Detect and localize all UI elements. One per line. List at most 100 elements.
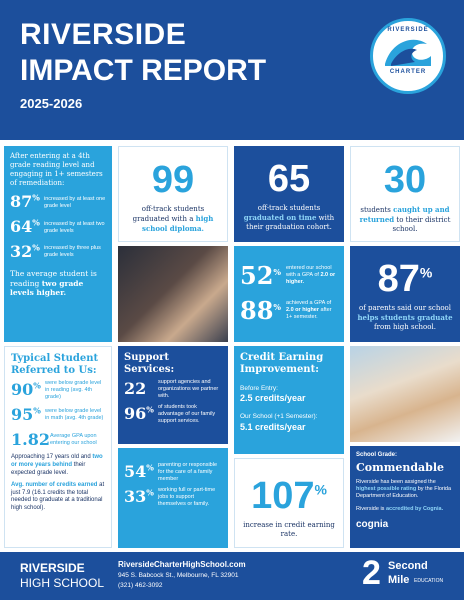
text-run: graduated on time	[243, 213, 317, 223]
caption: increase in credit earning rate.	[243, 521, 335, 539]
stat-row: 22 support agencies and organizations we …	[124, 379, 222, 400]
stat-value: 33	[124, 486, 147, 506]
stat-number: 22	[124, 379, 158, 400]
school-name: RIVERSIDE	[20, 561, 85, 575]
phone: (321) 462-3092	[118, 582, 163, 589]
stat-label: achieved a GPA of 2.0 or higher after 1+…	[286, 300, 338, 321]
photo	[118, 246, 228, 342]
school-name: HIGH SCHOOL	[20, 576, 105, 590]
text-run: by the Florida Department of Education.	[356, 486, 452, 500]
stat-label: working full or part-time jobs to suppor…	[158, 486, 216, 507]
logo: RIVERSIDE CHARTER	[370, 18, 446, 94]
stat-number: 64%	[10, 217, 44, 238]
stat-row: 32% increased by three plus grade levels	[10, 242, 106, 263]
stat-label: increased by at least one grade level	[44, 195, 106, 209]
stat-list: 52% entered our school with a GPA of 2.0 …	[240, 260, 338, 326]
stat-row: 1.82 Average GPA upon entering our school	[11, 430, 105, 451]
logo-mark: 2	[362, 554, 381, 592]
stat-label: support agencies and organizations we pa…	[158, 379, 219, 399]
text-run: to their district school.	[392, 216, 451, 234]
years: 2025-2026	[20, 96, 83, 111]
text-run: caught up and returned	[359, 205, 450, 225]
stat-row: 95% were below grade level in math (avg. …	[11, 405, 105, 426]
logo-text: RIVERSIDE	[387, 27, 429, 33]
text-run: their expected grade level.	[11, 462, 86, 476]
big-number: 30	[383, 159, 427, 201]
panel-title: Credit Earning Improvement:	[240, 352, 324, 375]
text-run: The average student is reading	[10, 268, 97, 288]
panel-title: Typical Student Referred to Us:	[11, 353, 99, 376]
stat-unit: %	[32, 193, 40, 204]
text-run: after 1+ semester.	[286, 307, 332, 321]
grade-panel: School Grade: Commendable Riverside has …	[350, 446, 460, 548]
reading-panel: After entering at a 4th grade reading le…	[4, 146, 112, 342]
stat-number: 88%	[240, 295, 286, 326]
stat-number: 90%	[11, 380, 45, 401]
stat-label: parenting or responsible for the care of…	[158, 462, 218, 482]
stat-number: 95%	[11, 405, 45, 426]
text-run: 2.0 or higher	[286, 307, 320, 314]
text-run: two or more years behind	[11, 454, 103, 469]
stat-label: were below grade level in math (avg. 4th…	[45, 408, 104, 422]
summary: The average student is reading two grade…	[10, 269, 106, 298]
stat-unit: %	[273, 302, 282, 313]
stat-row: 52% entered our school with a GPA of 2.0 …	[240, 260, 338, 291]
text-run: Riverside is	[356, 505, 386, 512]
stat-value: 54	[124, 462, 147, 481]
unit: %	[314, 481, 327, 498]
text: Riverside is accredited by Cognia.	[356, 506, 454, 513]
increase-card: 107% increase in credit earning rate.	[234, 458, 344, 548]
big-number: 65	[267, 158, 311, 200]
logo-text: EDUCATION	[414, 578, 444, 584]
text-run: 2.0 or higher.	[286, 272, 336, 286]
stat-value: 90	[11, 380, 34, 399]
graduates-card: 99 off-track students graduated with a h…	[118, 146, 228, 242]
text-run: from high school.	[374, 323, 436, 332]
address: 945 S. Babcock St., Melbourne, FL 32901	[118, 572, 239, 579]
value: 5.1 credits/year	[240, 421, 306, 432]
text-run: off-track students	[257, 204, 321, 212]
caption: students caught up and returned to their…	[357, 205, 453, 234]
text-run: Avg. number of credits earned	[11, 481, 98, 488]
text-run: Approaching 17 years old and	[11, 454, 93, 461]
stat-value: 64	[10, 217, 33, 237]
stat-value: 52	[240, 261, 274, 290]
stat-unit: %	[32, 242, 40, 253]
stat-row: 88% achieved a GPA of 2.0 or higher after…	[240, 295, 338, 326]
text: Riverside has been assigned the highest …	[356, 479, 454, 500]
stat-unit: %	[146, 487, 154, 498]
text-run: two grade levels higher.	[10, 278, 84, 298]
title-line: RIVERSIDE	[20, 18, 187, 51]
stat-unit: %	[146, 404, 154, 415]
label: Our School (+1 Semester):	[240, 413, 318, 421]
stat-row: 90% were below grade level in reading (av…	[11, 380, 105, 401]
text-run: Riverside has been assigned the	[356, 479, 436, 486]
gpa-card: 52% entered our school with a GPA of 2.0 …	[234, 246, 344, 342]
stat-number: 87%	[10, 192, 44, 213]
support-panel: Support Services: 22 support agencies and…	[118, 346, 228, 444]
stat-label: were below grade level in reading (avg. …	[45, 380, 102, 400]
unit: %	[419, 264, 433, 281]
stat-label: increased by three plus grade levels	[44, 245, 101, 259]
note: Avg. number of credits earned at just 7.…	[11, 482, 105, 513]
value: 107	[251, 475, 315, 517]
stat-value: 95	[11, 404, 34, 424]
text-run: of parents said our school	[358, 304, 451, 312]
stat-row: 64% increased by at least two grade level…	[10, 217, 106, 238]
stat-value: 88	[240, 296, 274, 326]
header: RIVERSIDE IMPACT REPORT 2025-2026 RIVERS…	[0, 0, 464, 140]
text-run: students	[360, 206, 394, 214]
stat-label: Average GPA upon entering our school	[49, 433, 97, 446]
caption: off-track students graduated on time wit…	[240, 204, 338, 232]
stat-row: 54% parenting or responsible for the care…	[124, 462, 222, 483]
caption: off-track students graduated with a high…	[125, 205, 221, 234]
website[interactable]: RiversideCharterHighSchool.com	[118, 560, 246, 569]
big-number: 107%	[241, 477, 337, 515]
panel-title: Support Services:	[124, 352, 175, 375]
stat-number: 96%	[124, 404, 158, 425]
big-number: 87%	[356, 260, 454, 298]
big-number: 99	[151, 159, 195, 201]
stat-number: 32%	[10, 242, 44, 263]
logo-wave	[385, 39, 431, 66]
